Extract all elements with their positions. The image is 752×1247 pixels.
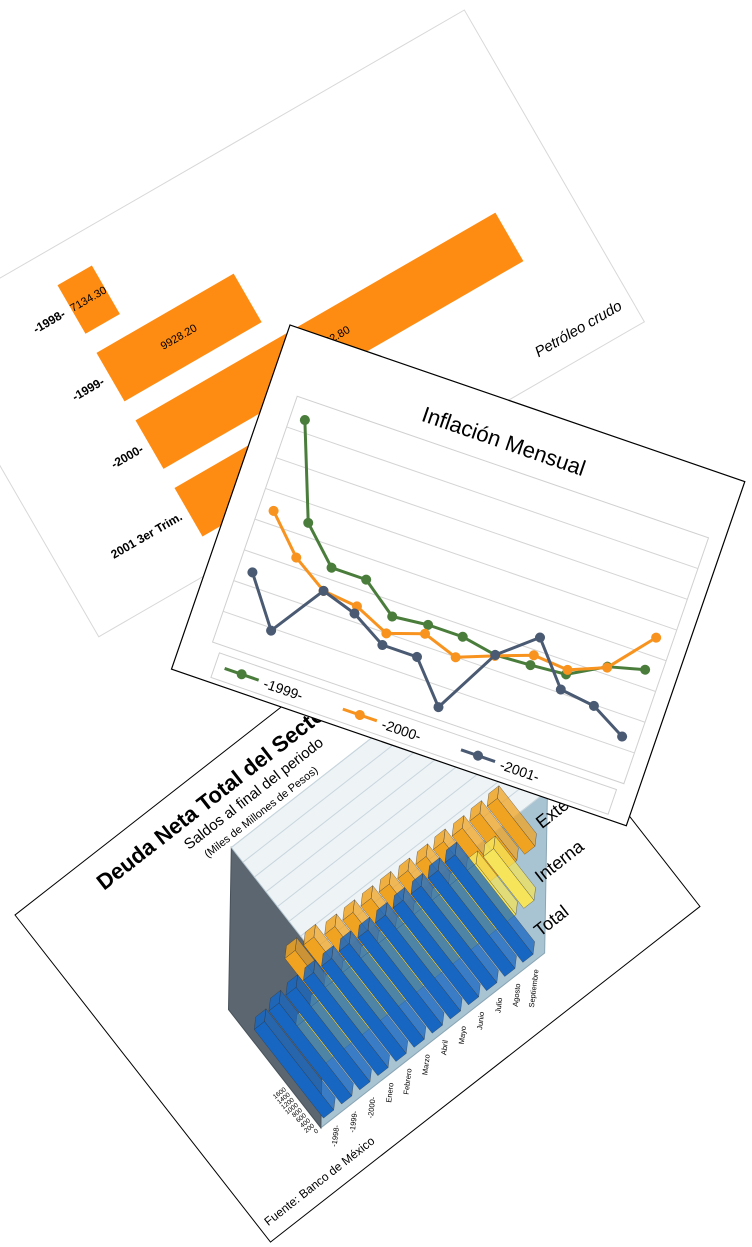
grid-line <box>300 760 525 937</box>
point <box>377 640 388 651</box>
bar <box>285 987 371 1091</box>
x-tick-label: Marzo <box>420 1054 431 1076</box>
x-tick-label: Abril <box>439 1039 450 1055</box>
point <box>534 632 545 643</box>
legend-marker <box>473 750 484 761</box>
bar <box>338 943 425 1048</box>
series-line <box>272 510 657 672</box>
bar <box>392 899 479 1006</box>
point <box>266 625 277 636</box>
x-tick-label: -1998- <box>330 1124 342 1147</box>
bar <box>410 885 498 991</box>
bar <box>96 273 262 402</box>
point <box>423 619 434 630</box>
point <box>588 700 599 711</box>
series-line <box>303 419 646 676</box>
point <box>349 608 360 619</box>
x-tick-label: Junio <box>475 1011 486 1030</box>
grid-line <box>265 487 677 631</box>
point <box>525 660 536 671</box>
point <box>247 567 258 578</box>
legend-frame <box>210 652 618 815</box>
grid-line <box>254 518 667 662</box>
point <box>528 650 539 661</box>
bar <box>427 870 516 977</box>
bar <box>303 972 389 1076</box>
bar <box>375 914 461 1020</box>
point <box>268 505 279 516</box>
point <box>361 574 372 585</box>
point <box>450 652 461 663</box>
point <box>602 662 613 673</box>
bar <box>486 798 536 855</box>
point <box>381 628 392 639</box>
y-tick-label: 0 <box>313 1127 320 1135</box>
point <box>457 631 468 642</box>
point <box>303 517 314 528</box>
point <box>433 702 444 713</box>
grid-line <box>288 746 514 922</box>
bar <box>444 854 534 963</box>
grid-line <box>286 426 699 570</box>
point <box>555 684 566 695</box>
bar <box>483 848 535 909</box>
point <box>299 415 310 426</box>
point <box>490 649 501 660</box>
point <box>326 562 337 573</box>
point <box>617 731 628 742</box>
x-tick-label: Julio <box>493 997 504 1013</box>
point <box>651 632 662 643</box>
point <box>412 651 423 662</box>
bar <box>253 1021 334 1119</box>
point <box>420 628 431 639</box>
x-tick-label: Febrero <box>402 1068 414 1095</box>
x-tick-label: Agosto <box>511 983 523 1007</box>
bar <box>357 929 443 1034</box>
x-tick-label: -2000- <box>366 1096 378 1119</box>
bar <box>57 265 120 334</box>
card-frame <box>170 324 746 827</box>
point <box>291 552 302 563</box>
legend-marker <box>354 709 365 720</box>
bar <box>268 1002 353 1105</box>
x-tick-label: Mayo <box>457 1025 468 1044</box>
x-tick-label: -1999- <box>348 1110 360 1133</box>
bar <box>321 958 407 1062</box>
legend-marker <box>236 669 247 680</box>
point <box>318 585 329 596</box>
series-line <box>250 571 624 738</box>
point <box>387 611 398 622</box>
point <box>562 664 573 675</box>
grid-line <box>275 457 688 600</box>
point <box>640 664 651 675</box>
x-tick-label: Enero <box>384 1082 395 1103</box>
